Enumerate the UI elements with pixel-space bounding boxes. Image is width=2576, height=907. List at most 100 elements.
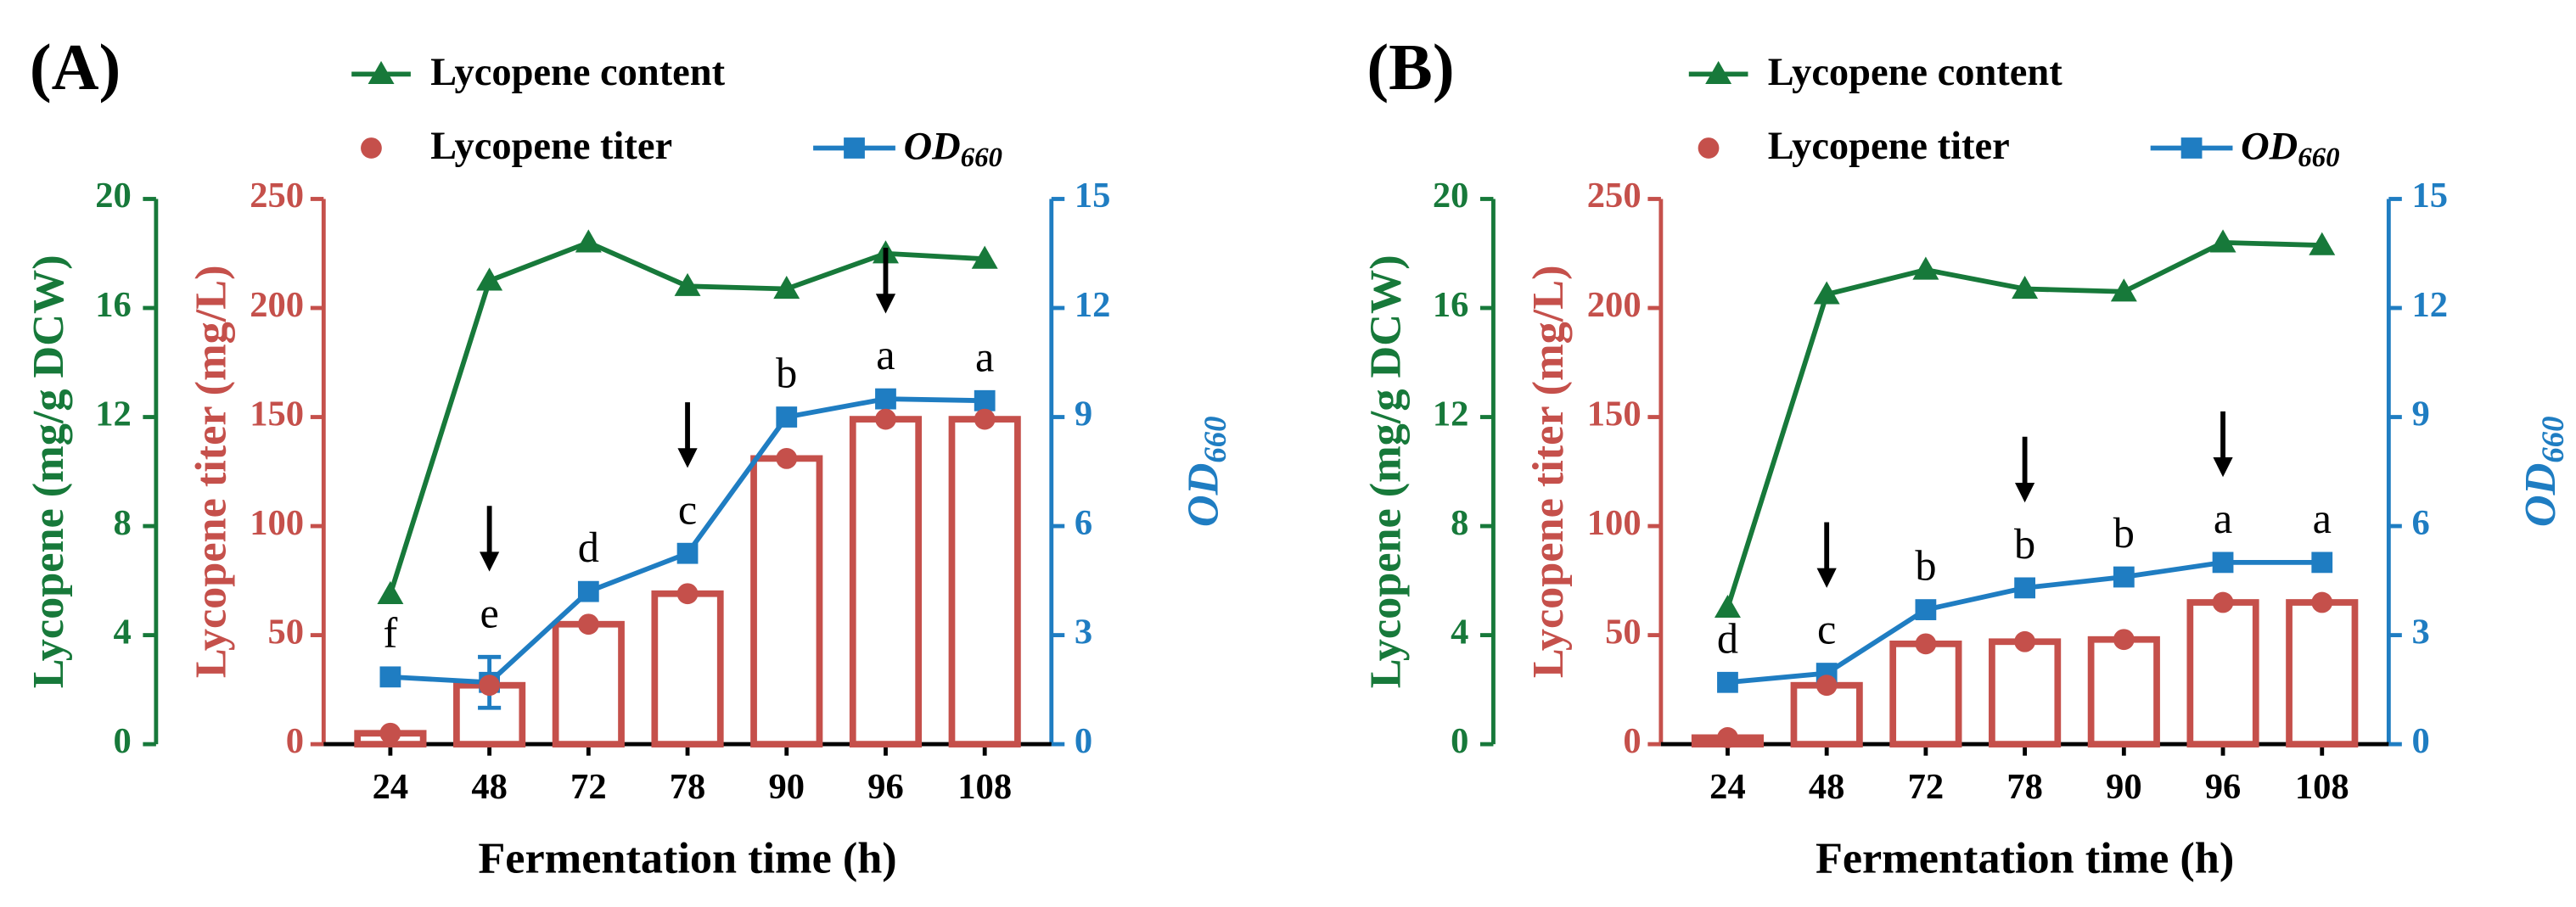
x-tick-label: 72 [570, 767, 607, 807]
tick-label: 3 [1075, 612, 1092, 652]
square-marker [577, 580, 599, 602]
tick-label: 16 [1433, 285, 1469, 325]
dot-marker [1816, 675, 1838, 697]
x-tick-label: 24 [1709, 767, 1746, 807]
tick-label: 6 [1075, 503, 1092, 543]
triangle-marker [377, 580, 404, 604]
tick-label: 0 [1075, 721, 1092, 761]
y-axis-label: Lycopene titer (mg/L) [187, 265, 236, 678]
tick-label: 0 [1623, 721, 1641, 761]
tick-label: 0 [2411, 721, 2429, 761]
bar [750, 455, 823, 747]
square-marker [875, 388, 896, 410]
bar [948, 416, 1021, 747]
tick-label: 0 [114, 721, 132, 761]
square-marker [2014, 577, 2035, 599]
bar [2186, 599, 2259, 747]
x-tick-label: 48 [1809, 767, 1845, 807]
triangle-marker [2012, 276, 2039, 300]
tick-label: 15 [1075, 176, 1111, 216]
dot-marker [875, 408, 896, 430]
tick-label: 8 [1451, 503, 1468, 543]
dot-marker [379, 722, 401, 744]
legend-label-sub: 660 [2298, 143, 2339, 173]
significance-letter: a [2214, 495, 2232, 542]
x-tick-label: 90 [2106, 767, 2142, 807]
dot-marker [361, 137, 382, 159]
dot-marker [479, 675, 500, 697]
dot-marker [1915, 633, 1937, 655]
significance-letter: c [678, 485, 697, 533]
arrow-head [677, 448, 698, 468]
tick-label: 12 [2411, 285, 2448, 325]
significance-letter: a [2313, 495, 2332, 542]
x-axis-label: Fermentation time (h) [1816, 833, 2234, 882]
x-tick-label: 108 [957, 767, 1012, 807]
panel-title: (B) [1367, 31, 1454, 104]
tick-label: 50 [1605, 612, 1642, 652]
square-marker [974, 389, 996, 412]
tick-label: 150 [250, 394, 304, 434]
x-tick-label: 78 [670, 767, 706, 807]
y2-axis-label: OD660 [2516, 416, 2570, 527]
bar [651, 590, 724, 747]
dot-marker [2311, 591, 2333, 613]
legend-label: Lycopene titer [1768, 125, 2010, 168]
triangle-marker [1813, 281, 1840, 305]
square-marker [1915, 599, 1937, 620]
triangle-marker [2309, 232, 2336, 255]
significance-letter: e [480, 589, 498, 636]
legend-label: OD660 [904, 125, 1002, 173]
tick-label: 250 [1587, 176, 1642, 216]
legend-label-main: OD [2241, 125, 2298, 168]
y2-axis-label: OD660 [1179, 416, 1233, 527]
tick-label: 200 [250, 285, 304, 325]
x-tick-label: 78 [2006, 767, 2043, 807]
bar [552, 620, 625, 747]
triangle-marker [1705, 60, 1732, 84]
tick-label: 9 [1075, 394, 1092, 434]
tick-label: 0 [1451, 721, 1468, 761]
x-tick-label: 24 [373, 767, 409, 807]
tick-label: 12 [1075, 285, 1111, 325]
square-marker [2311, 551, 2333, 574]
legend-label: OD660 [2241, 125, 2339, 173]
dot-marker [1698, 137, 1720, 159]
dot-marker [2014, 630, 2035, 652]
square-marker [776, 406, 798, 428]
x-axis-label: Fermentation time (h) [478, 833, 896, 882]
triangle-marker [575, 229, 602, 253]
tick-label: 0 [286, 721, 304, 761]
triangle-marker [773, 276, 800, 300]
legend-label-main: OD [904, 125, 961, 168]
arrow-head [2014, 483, 2035, 503]
panel-title: (A) [30, 31, 121, 104]
significance-letter: b [1915, 542, 1936, 590]
bar [1889, 640, 1962, 747]
dot-marker [577, 613, 599, 635]
significance-letter: b [2113, 509, 2135, 557]
tick-label: 20 [1433, 176, 1469, 216]
square-marker [676, 542, 699, 564]
triangle-marker [368, 60, 395, 84]
arrow-head [1816, 568, 1837, 588]
legend-label: Lycopene titer [430, 125, 672, 168]
tick-label: 16 [95, 285, 132, 325]
triangle-marker [1912, 256, 1939, 280]
triangle-marker [674, 272, 701, 296]
tick-label: 20 [95, 176, 132, 216]
x-tick-label: 96 [2205, 767, 2242, 807]
tick-label: 50 [268, 612, 305, 652]
significance-letter: a [876, 331, 895, 378]
legend-label-sub: 660 [961, 143, 1002, 173]
square-marker [844, 137, 865, 159]
x-tick-label: 72 [1908, 767, 1945, 807]
dot-marker [776, 447, 798, 469]
y2-axis-label-main: OD [2516, 463, 2565, 527]
arrow-head [875, 294, 896, 314]
legend-label: Lycopene content [1768, 51, 2063, 94]
square-marker [379, 666, 401, 688]
significance-letter: d [1717, 614, 1738, 662]
significance-letter: d [578, 523, 599, 571]
